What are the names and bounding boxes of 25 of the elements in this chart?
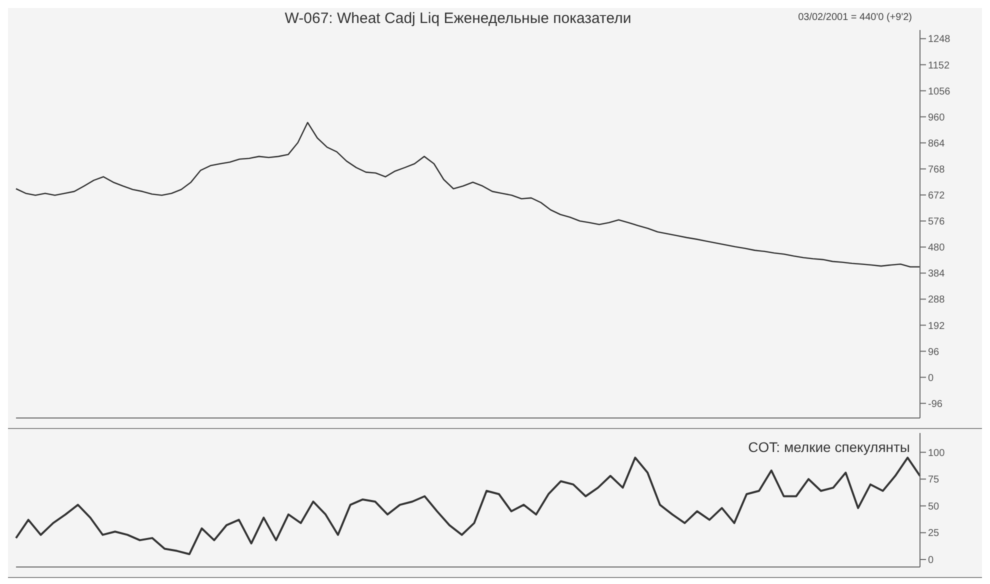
y-tick-label: 288 <box>928 294 946 306</box>
y-tick-label: 1152 <box>928 60 950 72</box>
chart-title: W-067: Wheat Cadj Liq Еженедельные показатели <box>284 10 632 27</box>
y-tick-label: 1248 <box>928 34 951 46</box>
y-tick-label: 50 <box>928 501 940 512</box>
y-tick-label: 75 <box>928 474 940 486</box>
y-tick-label: 192 <box>928 320 946 332</box>
y-tick-label: 96 <box>928 346 940 358</box>
y-tick-label: 768 <box>928 164 946 176</box>
y-tick-label: 25 <box>928 528 940 540</box>
y-tick-label: 100 <box>928 448 946 459</box>
y-tick-label: 960 <box>928 112 946 124</box>
line-series <box>15 122 921 268</box>
y-tick-label: -96 <box>928 398 943 410</box>
line-series <box>15 456 921 556</box>
text: 03/02/2001 = 440'0 (+9'2) <box>798 12 912 23</box>
y-tick-label: 0 <box>928 372 934 384</box>
y-tick-label: 0 <box>928 555 934 566</box>
y-tick-label: 576 <box>928 216 946 228</box>
y-tick-label: 864 <box>928 138 946 150</box>
y-tick-label: 672 <box>928 190 946 202</box>
y-tick-label: 1056 <box>928 86 951 98</box>
y-tick-label: 384 <box>928 268 946 280</box>
series-label: COT: мелкие спекулянты <box>748 439 910 455</box>
y-tick-label: 480 <box>928 242 946 254</box>
